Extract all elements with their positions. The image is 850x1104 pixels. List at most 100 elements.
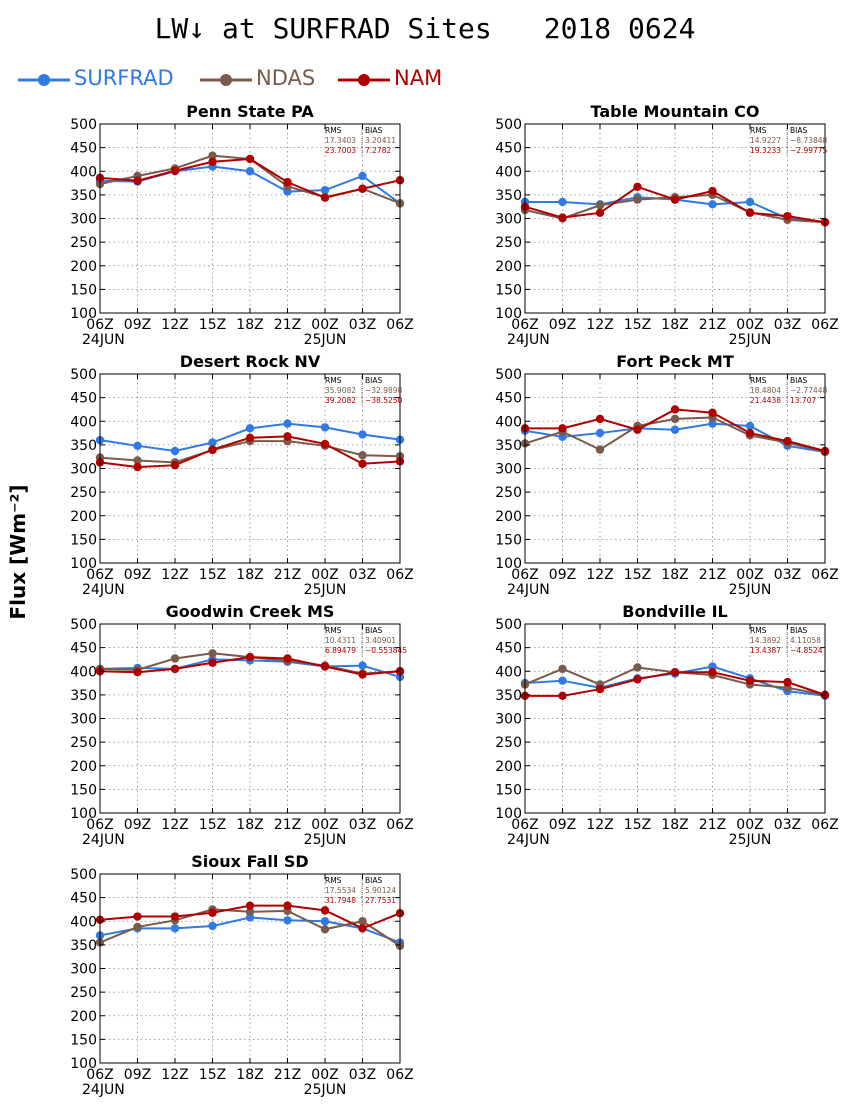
stats-bias-value: −38.5250 <box>365 396 403 405</box>
data-point-ndas <box>358 917 367 926</box>
x-tick-label: 06Z <box>386 317 413 333</box>
x-tick-label: 09Z <box>124 317 151 333</box>
data-point-nam <box>320 662 330 671</box>
data-point-nam <box>708 186 717 196</box>
x-tick-label: 12Z <box>161 817 188 833</box>
date-label: 24JUN <box>507 582 550 598</box>
data-point-nam <box>283 654 292 663</box>
y-tick-label: 100 <box>70 556 97 572</box>
x-tick-label: 03Z <box>774 567 801 583</box>
y-tick-label: 350 <box>495 438 522 454</box>
x-tick-label: 00Z <box>736 817 763 833</box>
data-point-nam <box>133 667 142 677</box>
y-tick-label: 400 <box>495 414 522 430</box>
x-tick-label: 12Z <box>161 567 188 583</box>
y-tick-label: 100 <box>70 306 97 322</box>
date-label: 24JUN <box>82 832 125 848</box>
y-tick-label: 300 <box>495 712 522 728</box>
x-tick-label: 15Z <box>624 317 651 333</box>
data-point-nam <box>133 912 142 921</box>
y-tick-label: 450 <box>495 391 522 407</box>
data-point-nam <box>245 433 255 442</box>
y-tick-label: 450 <box>495 141 522 157</box>
stats-bias-value: 4.11058 <box>790 636 821 645</box>
chart-bondville-il: 100 150 200 250 300 350 400 450 500 06Z 09Z 12Z 15Z 1… <box>495 602 838 848</box>
data-point-nam <box>320 193 330 202</box>
x-tick-label: 18Z <box>236 1067 263 1083</box>
panel-title: Sioux Fall SD <box>191 852 308 871</box>
y-tick-label: 400 <box>70 914 97 930</box>
stats-rms-value: 19.3233 <box>750 146 781 155</box>
data-point-nam <box>595 685 605 694</box>
y-tick-label: 350 <box>70 688 97 704</box>
data-point-surfrad <box>358 171 367 181</box>
data-point-surfrad <box>208 438 217 447</box>
x-tick-label: 15Z <box>199 1067 226 1083</box>
x-tick-label: 18Z <box>661 567 688 583</box>
data-point-ndas <box>633 195 642 204</box>
stats-rms-value: 21.4438 <box>750 396 781 405</box>
data-point-nam <box>558 213 567 222</box>
x-tick-label: 06Z <box>386 817 413 833</box>
y-tick-label: 100 <box>495 306 522 322</box>
y-tick-label: 250 <box>70 735 97 751</box>
panel-title: Table Mountain CO <box>591 102 760 121</box>
data-point-surfrad <box>558 676 567 685</box>
x-tick-label: 09Z <box>549 817 576 833</box>
data-point-ndas <box>358 451 367 460</box>
data-point-ndas <box>633 663 642 672</box>
stats-header: RMS <box>750 376 767 385</box>
stats-bias-value: 3.20411 <box>365 136 396 145</box>
data-point-nam <box>670 405 680 414</box>
x-tick-label: 12Z <box>586 317 613 333</box>
date-label: 24JUN <box>82 1082 125 1098</box>
data-point-nam <box>170 912 180 921</box>
y-tick-label: 300 <box>495 212 522 228</box>
legend-swatch-nam <box>338 74 390 86</box>
data-point-surfrad <box>670 425 680 434</box>
data-point-nam <box>633 425 642 434</box>
data-point-nam <box>170 166 180 175</box>
data-point-nam <box>783 436 792 446</box>
stats-bias-value: −8.73848 <box>790 136 828 145</box>
data-point-nam <box>595 414 605 424</box>
y-tick-label: 500 <box>495 367 522 383</box>
y-tick-label: 400 <box>70 414 97 430</box>
y-tick-label: 250 <box>70 485 97 501</box>
x-tick-label: 00Z <box>736 317 763 333</box>
x-tick-label: 06Z <box>386 567 413 583</box>
data-point-nam <box>245 652 255 662</box>
stats-rms-value: 10.4311 <box>325 636 356 645</box>
stats-header: BIAS <box>790 126 807 135</box>
chart-table-mountain-co: 100 150 200 250 300 350 400 450 500 06Z 09Z 12Z 15Z 1… <box>495 102 838 348</box>
y-tick-label: 200 <box>70 1009 97 1025</box>
legend-label-ndas: NDAS <box>256 66 316 90</box>
x-tick-label: 06Z <box>86 817 113 833</box>
stats-header: RMS <box>750 126 767 135</box>
y-tick-label: 250 <box>495 235 522 251</box>
x-tick-label: 03Z <box>349 817 376 833</box>
x-tick-label: 03Z <box>774 817 801 833</box>
y-tick-label: 300 <box>495 462 522 478</box>
x-tick-label: 18Z <box>236 567 263 583</box>
stats-bias-value: −0.553845 <box>365 646 407 655</box>
x-tick-label: 21Z <box>274 567 301 583</box>
stats-rms-value: 13.4387 <box>750 646 781 655</box>
y-tick-label: 100 <box>495 556 522 572</box>
legend-label-nam: NAM <box>394 66 443 90</box>
stats-header: BIAS <box>365 876 382 885</box>
data-point-nam <box>283 432 292 441</box>
data-point-nam <box>245 901 255 910</box>
y-tick-label: 200 <box>70 759 97 775</box>
data-point-nam <box>745 208 755 218</box>
x-tick-label: 12Z <box>161 1067 188 1083</box>
y-tick-label: 100 <box>70 1056 97 1072</box>
x-tick-label: 21Z <box>699 567 726 583</box>
y-tick-label: 450 <box>70 641 97 657</box>
data-point-nam <box>358 670 367 679</box>
data-point-nam <box>708 408 717 417</box>
x-tick-label: 00Z <box>311 317 338 333</box>
data-point-surfrad <box>358 661 367 670</box>
data-point-ndas <box>208 649 217 658</box>
data-point-ndas <box>208 151 217 160</box>
